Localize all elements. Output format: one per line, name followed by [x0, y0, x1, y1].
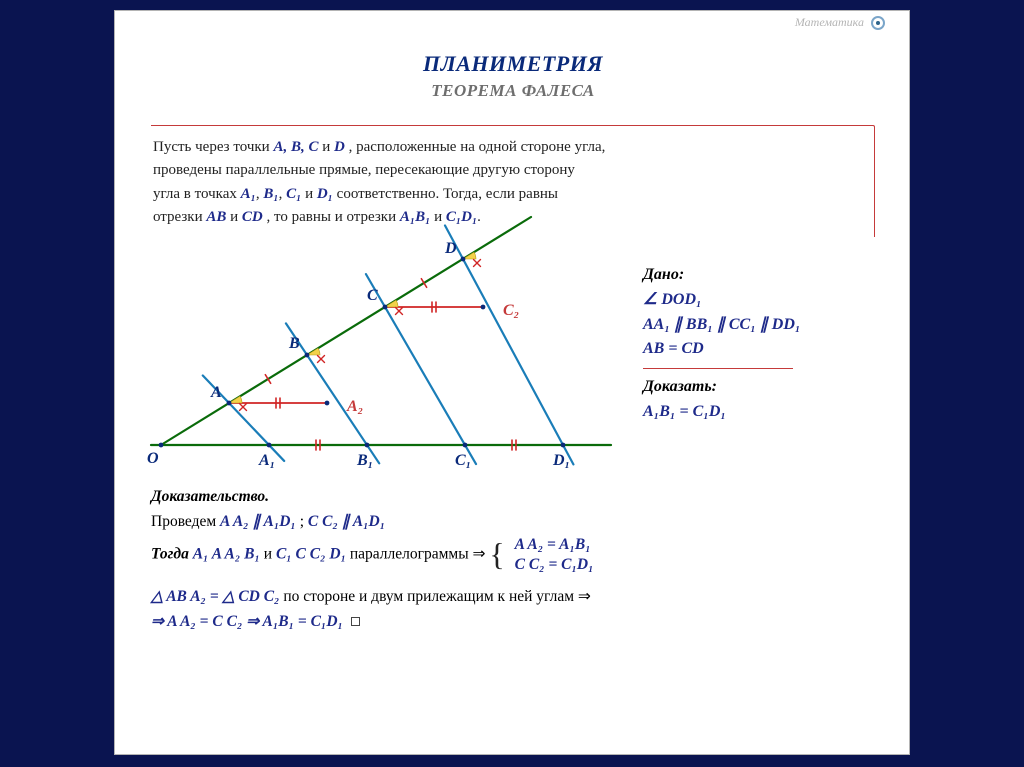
watermark: Математика — [795, 15, 885, 30]
proof-line: ⇒ A A₂ = C C₂ ⇒ A₁B₁ = C₁D₁ — [151, 610, 875, 635]
proof-math: △ AB A₂ = △ CD C₂ — [151, 588, 279, 605]
theorem-text: Пусть через точки — [153, 139, 273, 155]
proof-block: Доказательство. Проведем A A₂ ∥ A₁D₁ ; C… — [151, 485, 875, 634]
theorem-seg: C₁D₁ — [446, 209, 477, 225]
svg-text:D: D — [444, 240, 457, 257]
theorem-text: угла в точках — [153, 186, 241, 202]
theorem-text: , расположенные на одной стороне угла, — [349, 139, 606, 155]
proof-math: C₁ C C₂ D₁ — [276, 545, 346, 562]
svg-text:C: C — [367, 287, 378, 304]
svg-text:O: O — [147, 450, 159, 467]
prove-line: A₁B₁ = C₁D₁ — [643, 400, 875, 425]
theorem-statement: Пусть через точки A, B, C и D , располож… — [151, 125, 875, 237]
page-subtitle: ТЕОРЕМА ФАЛЕСА — [151, 81, 875, 101]
theorem-pt: B₁ — [263, 186, 278, 202]
proof-math: C C₂ = C₁D₁ — [515, 555, 594, 575]
figure-and-given: OABCDA₂C₂A₁B₁C₁D₁ Дано: ∠ DOD₁ AA₁ ∥ BB₁… — [151, 245, 875, 475]
theorem-point-d: D — [334, 139, 345, 155]
proof-math: ⇒ A A₂ = C C₂ ⇒ A₁B₁ = C₁D₁ — [151, 613, 343, 630]
diagram-svg: OABCDA₂C₂A₁B₁C₁D₁ — [151, 245, 631, 475]
svg-text:A: A — [210, 384, 222, 401]
geometry-diagram: OABCDA₂C₂A₁B₁C₁D₁ — [151, 245, 631, 475]
watermark-icon — [871, 16, 885, 30]
svg-text:B: B — [288, 335, 300, 352]
proof-text: Тогда — [151, 545, 193, 562]
given-line: AA₁ ∥ BB₁ ∥ CC₁ ∥ DD₁ — [643, 313, 875, 338]
proof-text: и — [264, 545, 276, 562]
svg-text:C₂: C₂ — [503, 302, 519, 319]
theorem-text: и — [305, 186, 317, 202]
proof-text: Проведем — [151, 513, 220, 530]
proof-text: ; — [300, 513, 308, 530]
prove-header: Доказать: — [643, 375, 875, 400]
given-line: AB = CD — [643, 337, 875, 362]
given-line: ∠ DOD₁ — [643, 288, 875, 313]
theorem-points: A, B, C — [273, 139, 318, 155]
proof-text: параллелограммы ⇒ — [350, 545, 486, 562]
given-divider — [643, 368, 793, 369]
theorem-text: и — [322, 139, 334, 155]
proof-math: A A₂ = A₁B₁ — [515, 535, 594, 555]
theorem-seg: A₁B₁ — [400, 209, 430, 225]
given-header: Дано: — [643, 263, 875, 288]
proof-text: по стороне и двум прилежащим к ней углам… — [283, 588, 591, 605]
theorem-text: , то равны и отрезки — [267, 209, 400, 225]
theorem-text: отрезки — [153, 209, 206, 225]
proof-math: C C₂ ∥ A₁D₁ — [308, 513, 385, 530]
proof-math: A A₂ ∥ A₁D₁ — [220, 513, 296, 530]
theorem-seg: CD — [242, 209, 263, 225]
slide-card: Математика ПЛАНИМЕТРИЯ ТЕОРЕМА ФАЛЕСА Пу… — [114, 10, 910, 755]
brace-content: A A₂ = A₁B₁ C C₂ = C₁D₁ — [515, 535, 594, 575]
proof-math: A₁ A A₂ B₁ — [193, 545, 260, 562]
brace-icon: { — [489, 540, 504, 569]
theorem-text: проведены параллельные прямые, пересекаю… — [153, 162, 575, 178]
theorem-seg: AB — [206, 209, 226, 225]
watermark-text: Математика — [795, 15, 864, 29]
theorem-pt: C₁ — [286, 186, 301, 202]
qed-icon — [351, 617, 360, 626]
svg-text:C₁: C₁ — [455, 452, 471, 469]
title-block: ПЛАНИМЕТРИЯ ТЕОРЕМА ФАЛЕСА — [151, 51, 875, 101]
svg-text:D₁: D₁ — [552, 452, 570, 469]
page-title: ПЛАНИМЕТРИЯ — [151, 51, 875, 77]
theorem-pt: D₁ — [317, 186, 333, 202]
proof-line: Проведем A A₂ ∥ A₁D₁ ; C C₂ ∥ A₁D₁ — [151, 510, 875, 535]
given-block: Дано: ∠ DOD₁ AA₁ ∥ BB₁ ∥ CC₁ ∥ DD₁ AB = … — [631, 245, 875, 475]
theorem-pt: A₁ — [241, 186, 256, 202]
proof-line: Тогда A₁ A A₂ B₁ и C₁ C C₂ D₁ параллелог… — [151, 535, 875, 575]
proof-line: △ AB A₂ = △ CD C₂ по стороне и двум прил… — [151, 585, 875, 610]
svg-text:B₁: B₁ — [356, 452, 373, 469]
theorem-text: соответственно. Тогда, если равны — [337, 186, 558, 202]
svg-text:A₂: A₂ — [346, 398, 363, 415]
svg-text:A₁: A₁ — [258, 452, 275, 469]
proof-header: Доказательство. — [151, 485, 875, 510]
